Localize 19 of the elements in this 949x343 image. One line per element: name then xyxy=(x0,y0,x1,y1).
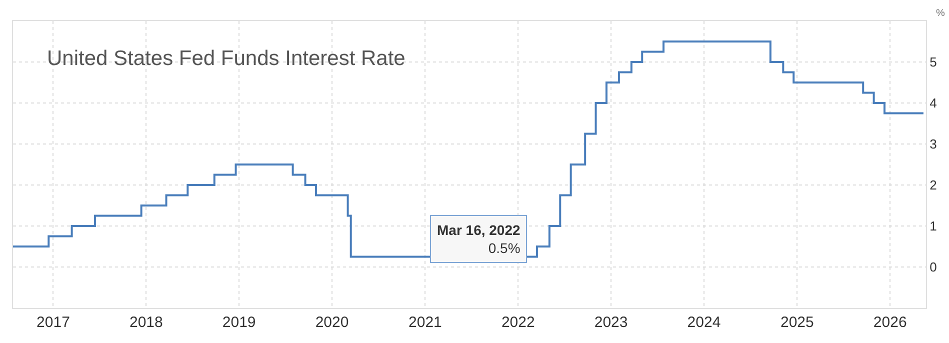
x-tick-label: 2025 xyxy=(780,314,814,331)
x-tick-label: 2018 xyxy=(129,314,163,331)
y-tick-label: 5 xyxy=(930,54,937,70)
y-tick-label: 4 xyxy=(930,96,937,111)
y-tick-label: 3 xyxy=(930,136,937,152)
x-tick-label: 2026 xyxy=(873,314,907,331)
y-tick-label: 1 xyxy=(930,218,937,234)
x-tick-label: 2019 xyxy=(222,314,256,331)
annotation: Mar 16, 2022 0.5% xyxy=(437,222,520,256)
x-tick-label: 2022 xyxy=(501,314,535,331)
x-tick-label: 2021 xyxy=(408,314,442,331)
y-tick-label: 0 xyxy=(930,260,937,275)
y-tick-label: 2 xyxy=(930,178,937,193)
x-tick-label: 2024 xyxy=(687,314,721,331)
x-tick-label: 2017 xyxy=(36,314,70,331)
y-axis-title: % xyxy=(936,8,945,19)
x-tick-label: 2020 xyxy=(315,314,349,331)
x-tick-label: 2023 xyxy=(594,314,628,331)
text: United States Fed Funds Interest Rate xyxy=(47,47,406,70)
